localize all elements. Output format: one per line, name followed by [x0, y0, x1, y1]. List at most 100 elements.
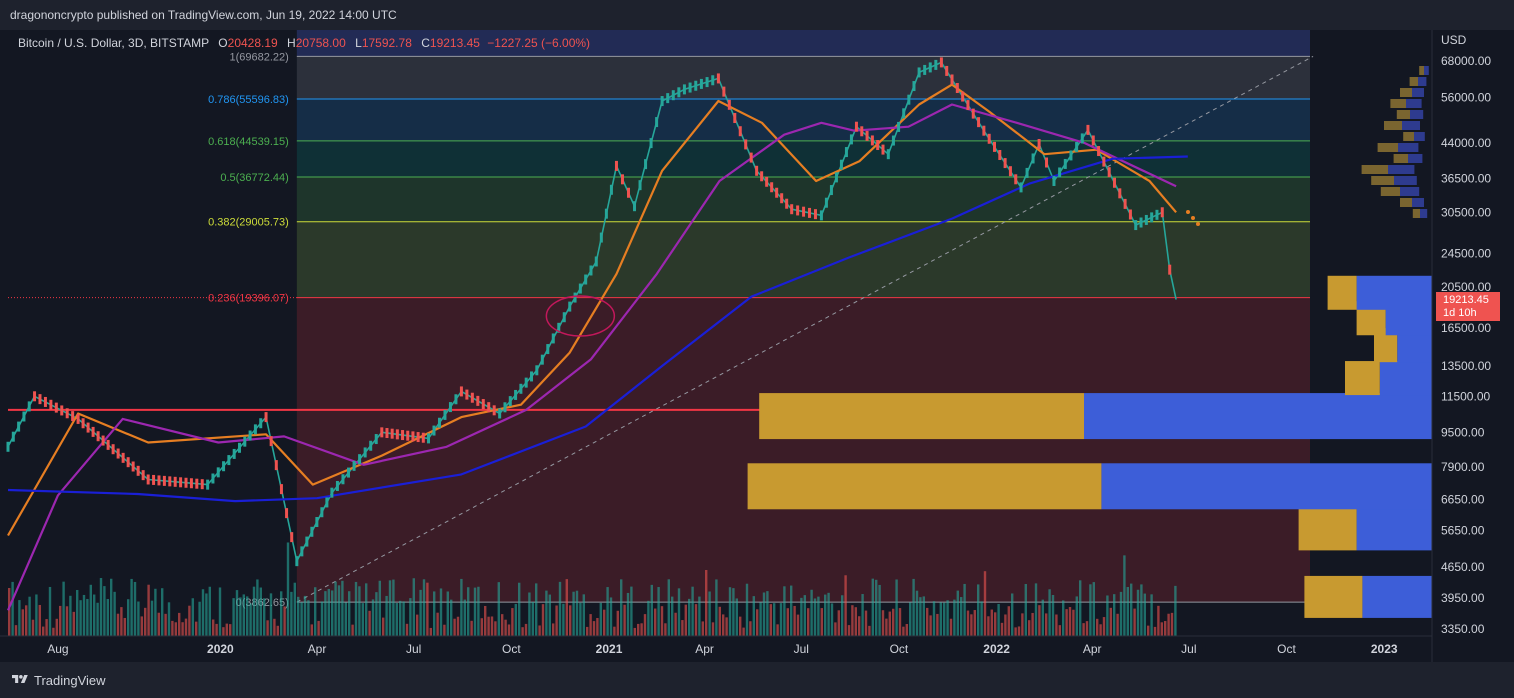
- price-candle: [173, 476, 177, 487]
- price-candle: [998, 149, 1002, 160]
- volume-bar: [205, 593, 208, 636]
- tradingview-brand[interactable]: TradingView: [34, 673, 106, 688]
- volume-bar: [93, 594, 96, 636]
- price-candle: [111, 444, 115, 455]
- last-price-value: 19213.45: [1443, 294, 1489, 306]
- volume-bar: [399, 600, 402, 636]
- volume-bar: [1092, 582, 1095, 636]
- price-candle: [320, 507, 324, 518]
- price-candle: [594, 256, 598, 267]
- price-candle: [1155, 209, 1159, 220]
- price-candle: [448, 402, 452, 413]
- price-candle: [829, 185, 833, 196]
- volume-bar: [722, 614, 725, 636]
- volume-profile-buy: [1393, 154, 1408, 163]
- volume-bar: [582, 594, 585, 636]
- volume-bar: [875, 579, 878, 636]
- price-candle: [325, 497, 329, 508]
- trend-line: [296, 55, 1314, 603]
- volume-bar: [538, 625, 541, 636]
- price-candle: [671, 90, 675, 101]
- volume-bar: [416, 614, 419, 636]
- volume-bar: [973, 610, 976, 636]
- high-key: H: [287, 36, 296, 50]
- price-candle: [966, 100, 970, 111]
- y-tick-label: 24500.00: [1441, 247, 1491, 261]
- volume-profile-buy: [1403, 132, 1414, 141]
- y-tick-label: 68000.00: [1441, 54, 1491, 68]
- price-candle: [358, 454, 362, 465]
- price-candle: [195, 478, 199, 489]
- tradingview-logo-icon[interactable]: [12, 673, 28, 686]
- ohlc-legend: Bitcoin / U.S. Dollar, 3D, BITSTAMP O204…: [18, 36, 590, 50]
- volume-bar: [460, 578, 463, 636]
- price-candle: [1139, 217, 1143, 228]
- price-candle: [492, 405, 496, 416]
- volume-profile-buy: [1361, 165, 1388, 174]
- volume-bar: [803, 595, 806, 636]
- volume-bar: [59, 605, 62, 636]
- volume-bar: [1089, 584, 1092, 636]
- projection-dot: [1186, 210, 1190, 214]
- price-candle: [487, 402, 491, 413]
- volume-profile-sell: [1084, 393, 1432, 440]
- volume-bar: [966, 610, 970, 636]
- price-candle: [578, 283, 582, 294]
- volume-bar: [983, 571, 987, 636]
- volume-bar: [1147, 625, 1150, 636]
- price-candle: [279, 484, 283, 495]
- volume-bar: [385, 595, 388, 636]
- price-candle: [406, 430, 410, 441]
- volume-bar: [830, 603, 834, 636]
- symbol-name[interactable]: Bitcoin / U.S. Dollar, 3D, BITSTAMP: [18, 36, 209, 50]
- price-candle: [961, 91, 965, 102]
- price-candle: [146, 474, 150, 485]
- volume-bar: [157, 612, 160, 636]
- price-candle: [860, 126, 864, 137]
- volume-bar: [599, 602, 602, 636]
- volume-profile-buy: [1380, 187, 1400, 196]
- volume-bar: [745, 583, 749, 636]
- price-candle: [907, 94, 911, 105]
- price-candle: [519, 383, 523, 394]
- volume-bar: [1017, 626, 1021, 636]
- projection-dot: [1191, 216, 1195, 220]
- volume-bar: [368, 610, 371, 636]
- volume-bar: [1174, 585, 1177, 636]
- price-candle: [330, 487, 334, 498]
- volume-bar: [681, 620, 684, 636]
- volume-bar: [290, 591, 293, 636]
- open-value: 20428.19: [227, 36, 278, 50]
- y-tick-label: 44000.00: [1441, 136, 1491, 150]
- volume-profile-buy: [759, 393, 1084, 440]
- volume-bar: [946, 600, 949, 636]
- y-tick-label: 13500.00: [1441, 359, 1491, 373]
- price-candle: [705, 77, 709, 88]
- price-candle: [168, 476, 172, 487]
- price-candle: [341, 474, 345, 485]
- chart-area[interactable]: 1(69682.22) 0.786(55596.83) 0.618(44539.15…: [0, 30, 1514, 662]
- volume-bar: [35, 594, 38, 636]
- volume-bar: [201, 589, 205, 636]
- volume-bar: [154, 588, 157, 636]
- price-candle: [49, 399, 53, 410]
- volume-bar: [1140, 584, 1143, 636]
- price-candle: [733, 113, 737, 124]
- volume-bar: [354, 581, 358, 636]
- y-tick-label: 5650.00: [1441, 523, 1485, 537]
- volume-bar: [8, 588, 11, 636]
- volume-bar: [596, 618, 599, 636]
- price-candle: [682, 84, 686, 95]
- volume-bar: [103, 586, 106, 636]
- price-candle: [711, 75, 715, 86]
- volume-bar: [912, 578, 915, 636]
- price-candle: [274, 460, 278, 471]
- volume-bar: [545, 590, 548, 636]
- volume-bar: [297, 596, 300, 636]
- price-candle: [1091, 135, 1095, 146]
- volume-bar: [579, 602, 582, 636]
- price-chart[interactable]: 1(69682.22) 0.786(55596.83) 0.618(44539.15…: [0, 30, 1514, 662]
- volume-bar: [620, 579, 623, 636]
- y-tick-label: 4650.00: [1441, 560, 1485, 574]
- price-candle: [395, 429, 399, 440]
